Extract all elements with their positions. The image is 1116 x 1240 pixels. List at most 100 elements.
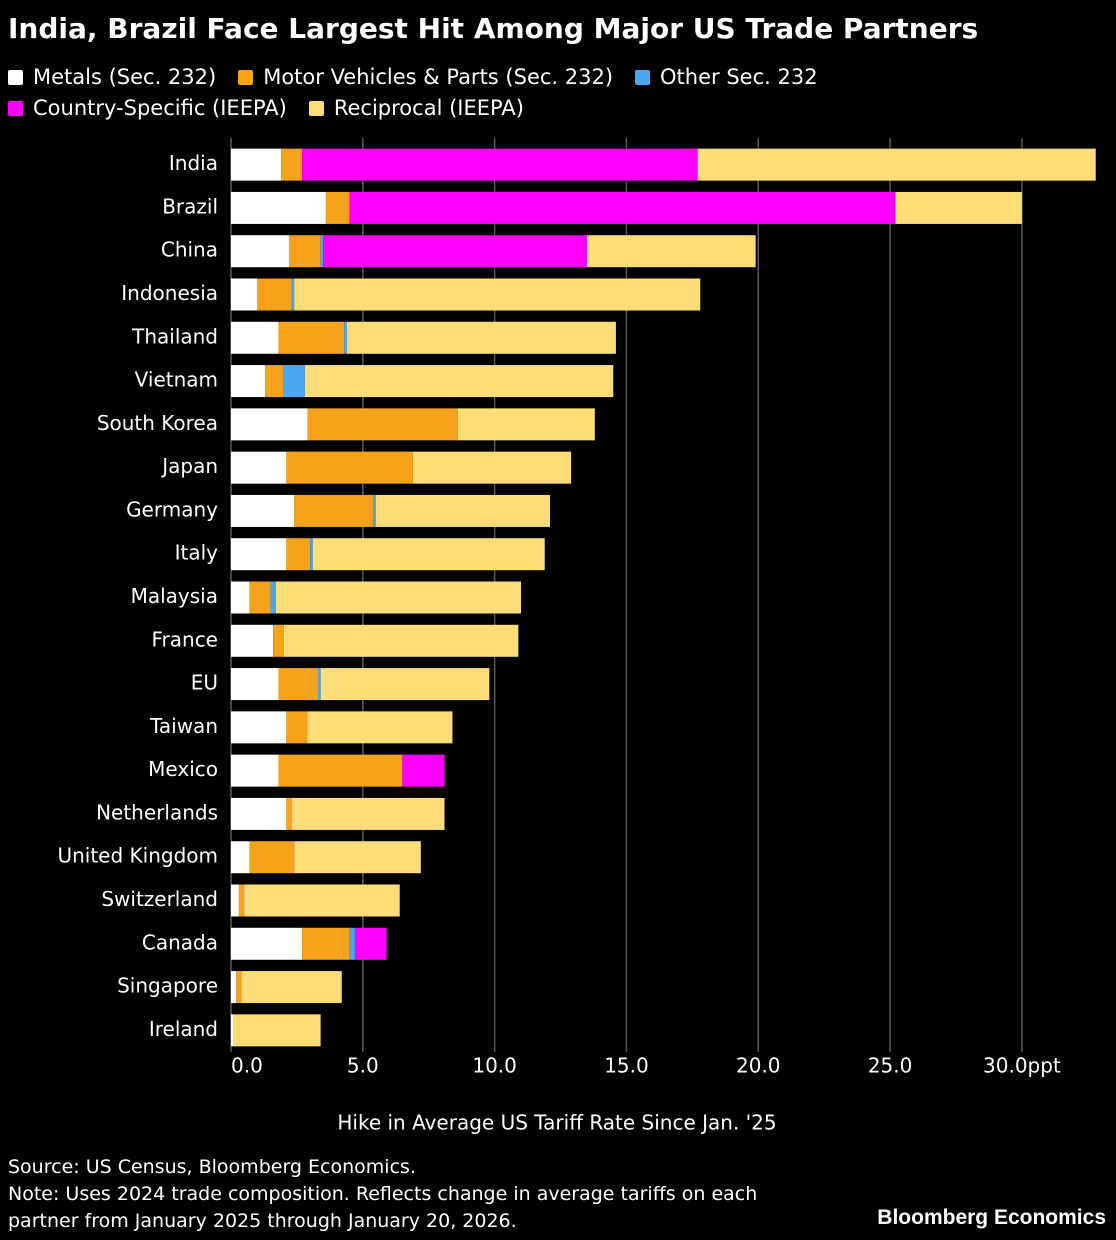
y-tick-label: Vietnam [135,368,218,392]
legend-swatch [308,101,324,116]
legend-item: Metals (Sec. 232) [8,62,216,93]
brand: Bloomberg Economics [877,1206,1106,1229]
x-tick-label: 25.0 [868,1054,913,1078]
bar-segment [302,148,698,181]
bar-segment [231,581,250,614]
bar-segment [376,494,550,527]
bar-segment [323,235,587,268]
bar-segment [231,668,279,701]
legend-swatch [635,70,651,85]
bar-segment [231,235,289,268]
y-tick-label: Netherlands [96,800,218,824]
bar-segment [249,841,295,874]
bar-segment [231,148,282,181]
x-tick-label: 0.0 [231,1054,263,1078]
bar-segment [320,668,490,701]
bar-segment [286,711,308,744]
bar-segment [412,451,572,484]
bar-segment [265,365,284,398]
bar-segment [294,841,421,874]
bar-segment [249,581,271,614]
bar-segment [294,494,374,527]
bar-segment [286,538,311,571]
x-axis-label: Hike in Average US Tariff Rate Since Jan… [337,1111,776,1135]
bar-segment [283,365,305,398]
bar-segment [586,235,756,268]
legend-label: Reciprocal (IEEPA) [333,96,524,120]
bar-segment [238,884,245,917]
bar-segment [233,1014,321,1047]
bar-segment [231,797,287,830]
legend-item: Reciprocal (IEEPA) [308,93,524,124]
y-tick-label: EU [191,671,218,695]
bar-segment [241,971,342,1004]
bar-segment [278,321,345,354]
bar-segment [231,754,279,787]
legend-label: Motor Vehicles & Parts (Sec. 232) [263,65,614,89]
y-tick-label: Switzerland [101,887,218,911]
bar-segment [402,754,445,787]
legend-label: Other Sec. 232 [660,65,818,89]
bar-segment [231,624,274,657]
bar-segment [312,538,545,571]
x-tick-label: 10.0 [472,1054,517,1078]
y-tick-label: Canada [142,930,218,954]
legend-swatch [238,70,254,85]
legend-item: Country-Specific (IEEPA) [8,93,287,124]
bar-segment [273,624,284,657]
bar-segment [231,494,295,527]
bar-segment [244,884,400,917]
bar-segment [310,538,313,571]
bar-segment [278,668,318,701]
bar-segment [231,884,239,917]
y-tick-label: Singapore [117,974,218,998]
bar-segment [231,841,250,874]
note: Note: Uses 2024 trade composition. Refle… [8,1183,758,1232]
bar-segment [344,321,347,354]
bar-segment [231,451,287,484]
bar-segment [318,668,321,701]
source: Source: US Census, Bloomberg Economics. [8,1156,416,1178]
bar-segment [286,797,292,830]
legend-swatch [8,70,23,85]
bar-segment [231,1014,234,1047]
legend-swatch [8,101,23,116]
bar-segment [257,278,292,311]
bar-segment [349,927,355,960]
bar-segment [457,408,595,441]
y-tick-label: China [161,238,218,262]
bar-segment [291,278,295,311]
bar-segment [231,971,237,1004]
y-tick-label: France [151,627,218,651]
bar-segment [289,235,321,268]
bar-segment [275,581,521,614]
bar-segment [231,191,326,224]
bar-segment [347,321,616,354]
legend: Metals (Sec. 232) Motor Vehicles & Parts … [8,62,1008,124]
bar-segment [231,927,303,960]
bar-segment [231,321,279,354]
y-tick-label: India [169,151,218,175]
bar-segment [236,971,242,1004]
bar-segment [286,451,413,484]
y-tick-label: Germany [126,497,218,521]
bar-segment [231,278,258,311]
y-tick-label: South Korea [97,411,218,435]
bar-segment [354,927,387,960]
x-tick-label: 30.0ppt [983,1054,1061,1078]
bar-segment [270,581,276,614]
y-tick-label: Mexico [148,757,218,781]
x-tick-label: 5.0 [347,1054,379,1078]
bar-segment [278,754,403,787]
x-tick-label: 20.0 [736,1054,781,1078]
y-tick-label: Taiwan [149,714,218,738]
y-tick-label: Thailand [131,324,218,348]
legend-item: Motor Vehicles & Parts (Sec. 232) [238,62,613,93]
bar-segment [304,365,614,398]
legend-item: Other Sec. 232 [635,62,818,93]
legend-label: Metals (Sec. 232) [33,65,217,89]
y-tick-label: Malaysia [131,584,218,608]
bar-segment [291,797,445,830]
bar-segment [349,191,896,224]
